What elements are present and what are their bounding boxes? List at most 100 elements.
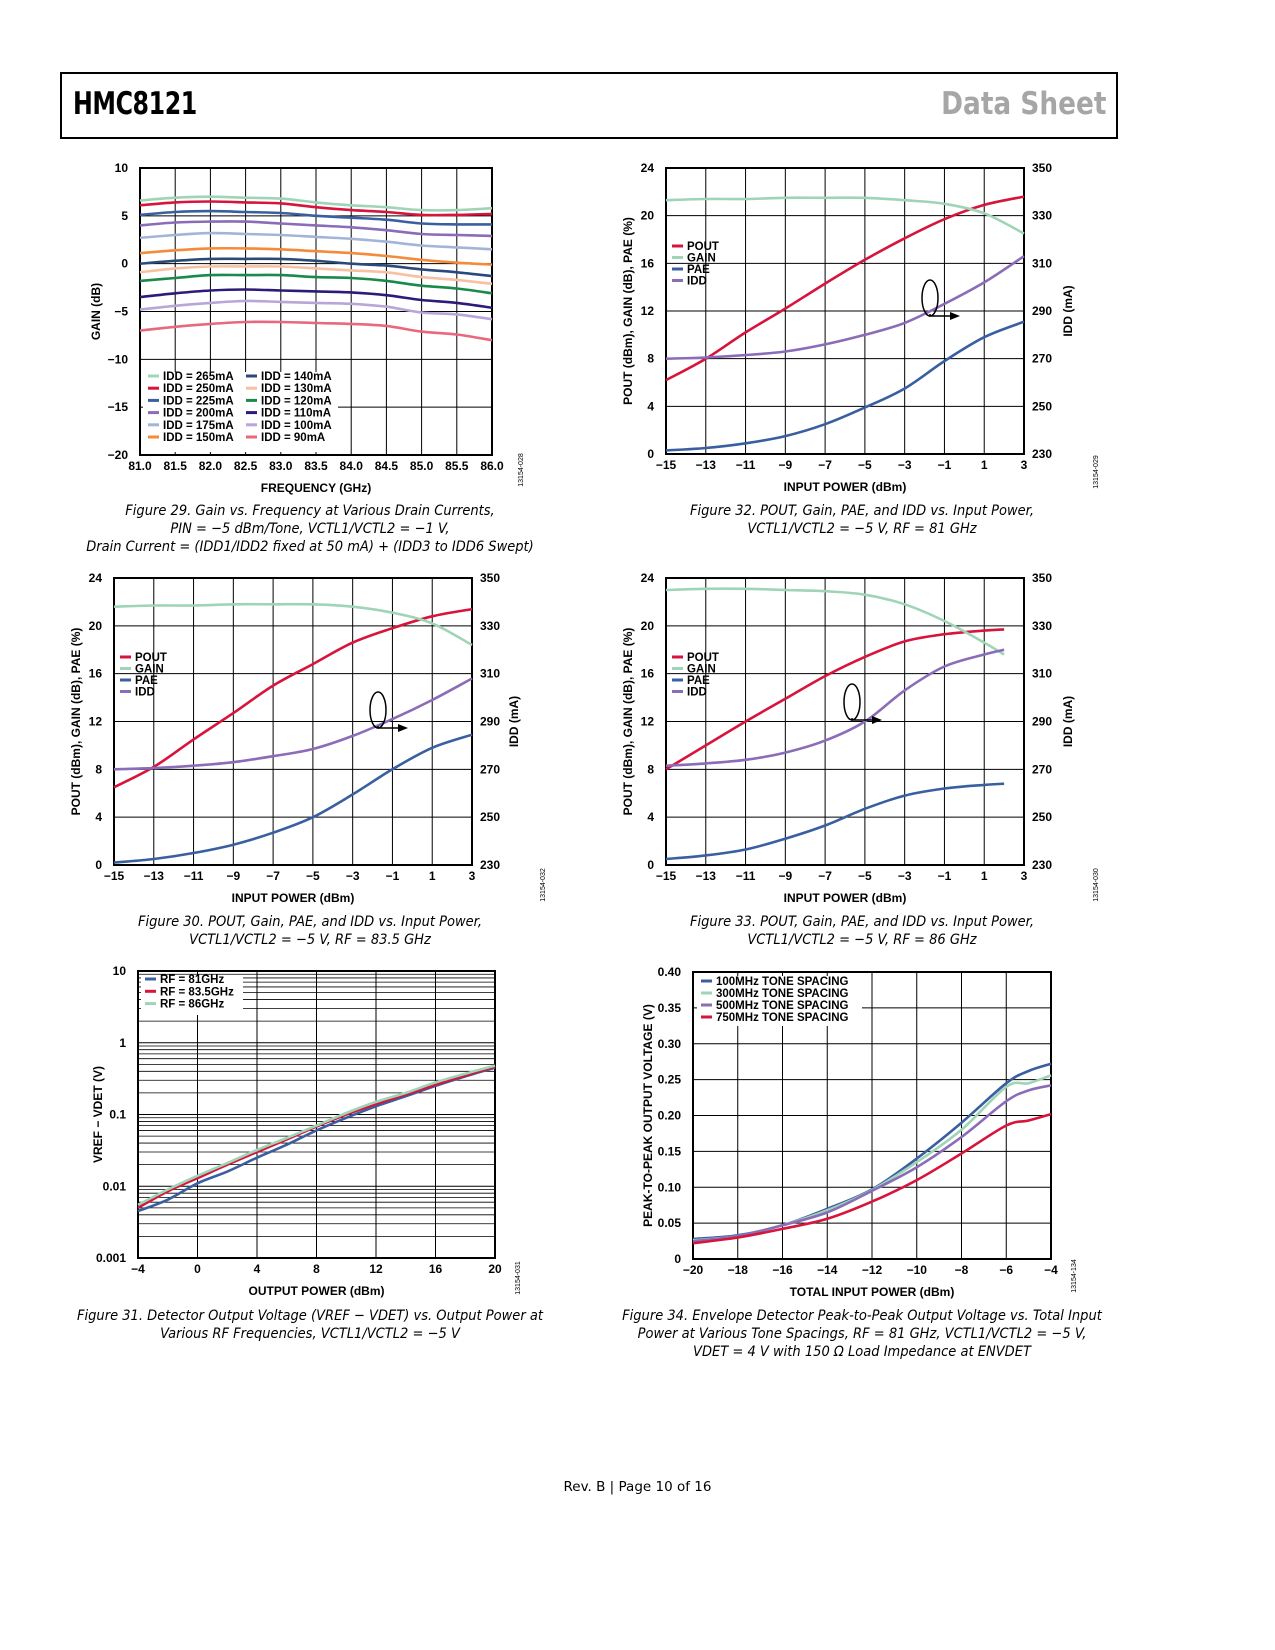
y2-tick-label: 230 [1032,447,1052,461]
y2-tick-label: 310 [480,667,500,681]
page-header: HMC8121 Data Sheet [60,72,1118,139]
document-type: Data Sheet [940,86,1106,122]
x-tick-label: 1 [981,869,988,883]
series-line-pout [113,607,473,789]
y-tick-label: 4 [647,810,654,824]
y-tick-label: 0.35 [658,1001,682,1015]
x-tick-label: −3 [898,458,912,472]
y2-tick-label: 230 [1032,858,1052,872]
x-tick-label: −13 [144,869,165,883]
y2-tick-label: 310 [1032,667,1052,681]
x-tick-label: 84.5 [375,459,399,473]
legend-label: GAIN [687,664,716,676]
x-tick-label: 1 [429,869,436,883]
x-tick-label: 86.0 [480,459,504,473]
figure-caption: Figure 34. Envelope Detector Peak-to-Pea… [610,1307,1114,1361]
y2-axis-label: IDD (mA) [507,696,521,747]
plot-frame [113,577,473,866]
y-tick-label: 12 [89,715,103,729]
y-tick-label: 12 [641,304,655,318]
x-tick-label: 4 [254,1262,261,1276]
y2-tick-label: 350 [480,571,500,585]
x-tick-label: 1 [981,458,988,472]
y-axis-label: POUT (dBm), GAIN (dB), PAE (%) [621,628,635,816]
series-line-idd-200ma [139,220,493,238]
caption-line: Figure 30. POUT, Gain, PAE, and IDD vs. … [138,914,482,930]
y-tick-label: −10 [108,352,129,366]
x-tick-label: −1 [386,869,400,883]
y2-tick-label: 310 [1032,256,1052,270]
x-tick-label: −12 [862,1263,883,1277]
x-tick-label: −5 [858,458,872,472]
x-tick-label: −11 [736,869,756,883]
x-axis-label: INPUT POWER (dBm) [784,480,907,494]
x-tick-label: −14 [817,1263,838,1277]
x-tick-label: −4 [131,1262,145,1276]
y-axis-label: POUT (dBm), GAIN (dB), PAE (%) [621,217,635,405]
y2-tick-label: 350 [1032,161,1052,175]
caption-line: VDET = 4 V with 150 Ω Load Impedance at … [693,1344,1031,1360]
y2-tick-label: 290 [480,715,500,729]
series-line-idd-90ma [139,320,493,342]
legend-label: IDD [135,687,155,699]
y-tick-label: 0.15 [658,1144,682,1158]
series-line-pae [665,782,1005,861]
x-tick-label: −9 [226,869,240,883]
figure-id: 13154-030 [1093,868,1100,902]
y-tick-label: −5 [114,305,128,319]
plot-frame [139,167,493,456]
plot-frame [665,577,1025,866]
y-tick-label: 0.25 [658,1073,682,1087]
x-tick-label: −4 [1044,1263,1058,1277]
y-tick-label: 10 [115,161,129,175]
x-tick-label: −5 [306,869,320,883]
annotation-arrow [929,314,952,317]
y-tick-label: 0.01 [103,1179,127,1193]
series-line-idd-175ma [139,231,493,251]
annotation-ellipse [843,683,861,721]
x-tick-label: 20 [488,1262,502,1276]
x-tick-label: 8 [313,1262,320,1276]
caption-line: Power at Various Tone Spacings, RF = 81 … [637,1326,1087,1342]
chart-figure-13154-028: 81.0 81.5 82.0 82.5 83.0 83.5 84.0 84.5 85.0 85.5… [89,161,525,495]
annotation-arrow [377,726,400,729]
caption-line: Figure 32. POUT, Gain, PAE, and IDD vs. … [690,503,1034,519]
figure-caption: Figure 29. Gain vs. Frequency at Various… [58,502,562,556]
x-tick-label: −9 [778,458,792,472]
x-tick-label: −3 [346,869,360,883]
caption-line: Drain Current = (IDD1/IDD2 fixed at 50 m… [86,539,534,555]
x-tick-label: 81.0 [128,459,152,473]
caption-line: VCTL1/VCTL2 = −5 V, RF = 83.5 GHz [189,932,431,948]
x-tick-label: −15 [104,869,125,883]
x-tick-label: −7 [266,869,280,883]
series-line-idd-110ma [139,288,493,309]
x-tick-label: −16 [772,1263,793,1277]
caption-line: Figure 33. POUT, Gain, PAE, and IDD vs. … [690,914,1034,930]
y2-tick-label: 250 [480,810,500,824]
series-line-pout [665,628,1005,771]
x-tick-label: −7 [818,869,832,883]
y2-axis-label: IDD (mA) [1061,285,1075,336]
x-tick-label: −8 [955,1263,969,1277]
figure-caption: Figure 30. POUT, Gain, PAE, and IDD vs. … [58,913,562,949]
y2-tick-label: 270 [1032,762,1052,776]
page-footer: Rev. B | Page 10 of 16 [563,1479,712,1495]
arrowhead-icon [872,716,882,724]
legend-label: IDD = 100mA [261,420,332,432]
x-tick-label: −9 [778,869,792,883]
y-tick-label: 16 [89,667,103,681]
legend-label: RF = 83.5GHz [160,986,234,998]
legend-label: IDD = 130mA [261,383,332,395]
x-tick-label: −10 [907,1263,928,1277]
y2-axis-label: IDD (mA) [1061,696,1075,747]
y-tick-label: 0.05 [658,1216,682,1230]
x-tick-label: −18 [728,1263,749,1277]
legend-label: 100MHz TONE SPACING [716,976,849,988]
y-tick-label: 8 [647,762,654,776]
y2-tick-label: 330 [1032,619,1052,633]
y-tick-label: 12 [641,715,655,729]
y-tick-label: 5 [121,209,128,223]
